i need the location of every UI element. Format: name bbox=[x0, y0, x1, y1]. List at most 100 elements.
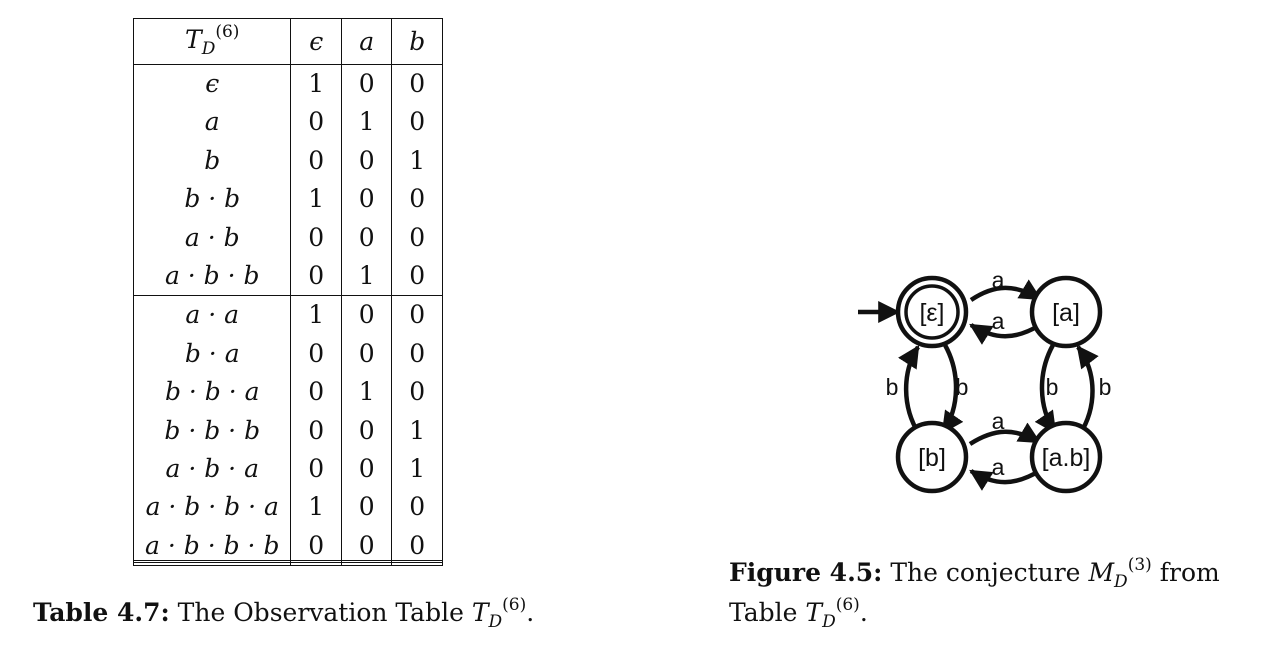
state-ab-label: [a.b] bbox=[1042, 444, 1091, 472]
value-cell: 0 bbox=[290, 450, 342, 489]
value-cell: 0 bbox=[340, 334, 393, 374]
value-cell: 0 bbox=[290, 373, 342, 412]
edge-label: b bbox=[1099, 374, 1112, 400]
figure-caption-symbol-2-sub: D bbox=[822, 612, 836, 632]
edge-label: b bbox=[886, 374, 899, 400]
value-cell: 0 bbox=[290, 526, 342, 567]
value-cell: 0 bbox=[391, 218, 443, 258]
figure-caption-end: . bbox=[859, 598, 868, 627]
value-cell: 1 bbox=[391, 450, 443, 489]
state-b-label: [b] bbox=[918, 444, 946, 472]
edge-label: b bbox=[1046, 374, 1059, 400]
value-cell: 0 bbox=[340, 180, 393, 219]
value-cell: 0 bbox=[340, 411, 393, 451]
edge-a-to-eps bbox=[969, 323, 1042, 345]
figure-caption-text: The conjecture bbox=[890, 558, 1081, 587]
state-b bbox=[895, 420, 969, 494]
table-bottom-rule bbox=[133, 560, 443, 563]
caption-label: Table 4.7: bbox=[33, 598, 170, 627]
figure-caption-line-2: Table TD(6). bbox=[729, 595, 868, 632]
table-caption: Table 4.7: The Observation Table TD(6). bbox=[33, 595, 535, 632]
prefix-cell: a · a bbox=[132, 295, 292, 335]
edge-label: a bbox=[992, 267, 1005, 293]
figure-caption-symbol-sub: D bbox=[1114, 572, 1128, 592]
column-header: a bbox=[340, 18, 393, 65]
state-ab bbox=[1029, 420, 1103, 494]
edge-label: b bbox=[956, 374, 969, 400]
edge-eps-to-a bbox=[969, 279, 1042, 302]
edge-label: a bbox=[992, 408, 1005, 434]
figure-caption-label: Figure 4.5: bbox=[729, 558, 883, 587]
figure-caption-symbol-2-sup: (6) bbox=[835, 595, 860, 615]
value-cell: 0 bbox=[391, 334, 443, 374]
value-cell: 0 bbox=[340, 141, 393, 181]
edge-eps-to-b bbox=[941, 343, 964, 434]
value-cell: 1 bbox=[340, 373, 393, 412]
figure-caption-text-after: from bbox=[1159, 558, 1220, 587]
prefix-cell: a · b · b · a bbox=[132, 488, 292, 527]
value-cell: 0 bbox=[290, 218, 342, 258]
figure-caption-symbol: M bbox=[1088, 558, 1115, 587]
figure-caption-symbol-sup: (3) bbox=[1127, 555, 1152, 575]
edge-b-to-eps bbox=[898, 345, 921, 436]
value-cell: 0 bbox=[340, 218, 393, 258]
value-cell: 0 bbox=[391, 373, 443, 412]
state-eps-inner bbox=[904, 284, 960, 340]
caption-symbol: T bbox=[471, 598, 489, 627]
prefix-cell: b bbox=[132, 141, 292, 181]
prefix-cell: b · b · a bbox=[132, 373, 292, 412]
value-cell: 0 bbox=[391, 295, 443, 335]
table-name-base: T bbox=[185, 25, 202, 54]
figure-caption-line2-text: Table bbox=[729, 598, 798, 627]
value-cell: 0 bbox=[290, 334, 342, 374]
value-cell: 1 bbox=[391, 141, 443, 181]
column-header: ϵ bbox=[290, 18, 342, 65]
prefix-cell: a · b · b bbox=[132, 257, 292, 296]
state-eps-label: [ε] bbox=[919, 299, 944, 327]
column-header: b bbox=[391, 18, 443, 65]
prefix-cell: ϵ bbox=[132, 64, 292, 104]
value-cell: 1 bbox=[290, 488, 342, 527]
value-cell: 1 bbox=[290, 295, 342, 335]
edge-label: a bbox=[992, 454, 1005, 480]
value-cell: 0 bbox=[340, 450, 393, 489]
prefix-cell: a bbox=[132, 103, 292, 142]
caption-end: . bbox=[526, 598, 535, 627]
table-name-sub: D bbox=[201, 39, 216, 59]
value-cell: 0 bbox=[340, 488, 393, 527]
edge-ab-to-a bbox=[1076, 345, 1099, 436]
value-cell: 1 bbox=[391, 411, 443, 451]
edge-ab-to-b bbox=[969, 468, 1043, 491]
table-name-sup: (6) bbox=[215, 22, 240, 42]
value-cell: 1 bbox=[290, 180, 342, 219]
prefix-cell: a · b bbox=[132, 218, 292, 258]
value-cell: 0 bbox=[391, 488, 443, 527]
prefix-cell: a · b · a bbox=[132, 450, 292, 489]
state-a bbox=[1029, 275, 1103, 349]
value-cell: 0 bbox=[290, 103, 342, 142]
value-cell: 0 bbox=[391, 180, 443, 219]
state-a-label: [a] bbox=[1052, 299, 1080, 327]
figure-caption-line-1: Figure 4.5: The conjecture MD(3) from bbox=[729, 555, 1220, 592]
value-cell: 0 bbox=[340, 295, 393, 335]
value-cell: 0 bbox=[340, 64, 393, 104]
value-cell: 0 bbox=[290, 141, 342, 181]
prefix-cell: b · b · b bbox=[132, 411, 292, 451]
value-cell: 0 bbox=[391, 257, 443, 296]
value-cell: 0 bbox=[290, 411, 342, 451]
value-cell: 1 bbox=[340, 103, 393, 142]
value-cell: 0 bbox=[391, 64, 443, 104]
prefix-cell: a · b · b · b bbox=[132, 526, 292, 567]
table-header-row: TD(6) ϵ a b bbox=[132, 18, 443, 65]
